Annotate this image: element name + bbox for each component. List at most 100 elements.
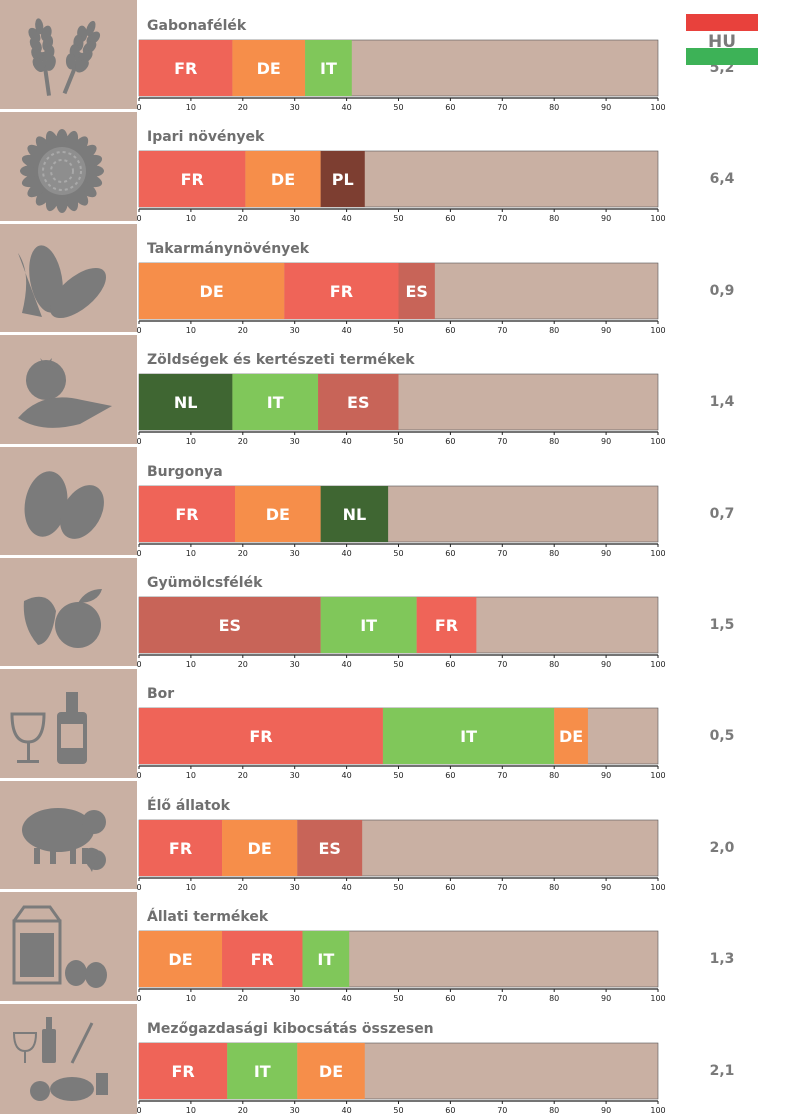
x-tick-label: 50 [393,883,403,892]
x-tick-label: 80 [549,437,559,446]
x-tick-label: 100 [650,214,665,223]
x-tick-label: 90 [601,437,611,446]
x-tick-label: 60 [445,660,455,669]
x-tick-label: 0 [136,660,141,669]
segment-label: PL [332,170,354,189]
x-tick-label: 60 [445,214,455,223]
bar-segment [139,931,223,987]
row-title: Takarmánynövények [147,241,310,257]
row-title: Állati termékek [147,908,269,925]
livestock-icon [22,808,106,872]
x-tick-label: 90 [601,103,611,112]
x-tick-label: 60 [445,883,455,892]
bar-segment [284,263,399,319]
hu-value: 1,5 [710,617,735,633]
segment-label: DE [168,950,192,969]
x-tick-label: 100 [650,437,665,446]
bar-segment [318,374,399,430]
segment-label: NL [343,505,367,524]
row-divider [0,889,137,892]
bar-segment [398,263,435,319]
segment-label: IT [317,950,334,969]
segment-label: DE [271,170,295,189]
row-divider [0,332,137,335]
flag-label: HU [708,32,736,52]
x-tick-label: 30 [290,326,300,335]
row-divider [0,221,137,224]
bar-segment [297,1043,365,1099]
x-tick-label: 50 [393,103,403,112]
x-tick-label: 20 [238,103,248,112]
bar-segment [139,263,285,319]
bar-segment [302,931,350,987]
x-tick-label: 80 [549,660,559,669]
segment-label: IT [254,1062,271,1081]
segment-label: DE [266,505,290,524]
x-tick-label: 40 [342,1106,352,1114]
bar-segment [139,708,383,764]
hu-value: 2,0 [710,840,735,856]
bar-segment [235,486,321,542]
row-divider [0,555,137,558]
x-tick-label: 40 [342,326,352,335]
x-tick-label: 10 [186,660,196,669]
bar-segment [139,151,246,207]
x-tick-label: 40 [342,660,352,669]
bar-segment [232,374,319,430]
chart-row: Gyümölcsfélék ES IT FR 0 10 20 30 40 50 60 70 80 90 10… [0,555,734,669]
x-tick-label: 90 [601,1106,611,1114]
x-tick-label: 100 [650,660,665,669]
row-title: Mezőgazdasági kibocsátás összesen [147,1021,434,1037]
bar-segment [227,1043,298,1099]
x-tick-label: 10 [186,326,196,335]
chart-row: Élő állatok FR DE ES 0 10 20 30 40 50 60 70 80 90 100 2… [0,778,735,892]
x-tick-label: 60 [445,326,455,335]
x-tick-label: 40 [342,103,352,112]
x-tick-label: 100 [650,994,665,1003]
vegetables-icon [18,358,112,428]
segment-label: NL [174,393,198,412]
segment-label: ES [219,616,241,635]
segment-label: ES [319,839,341,858]
x-tick-label: 90 [601,326,611,335]
chart-row: Mezőgazdasági kibocsátás összesen FR IT DE 0… [0,1001,734,1114]
x-tick-label: 60 [445,103,455,112]
bar-segment [320,486,389,542]
x-tick-label: 10 [186,437,196,446]
x-tick-label: 50 [393,326,403,335]
segment-label: FR [330,282,353,301]
x-tick-label: 20 [238,326,248,335]
x-tick-label: 40 [342,214,352,223]
x-tick-label: 30 [290,214,300,223]
x-tick-label: 70 [497,660,507,669]
x-tick-label: 30 [290,549,300,558]
bar-segment [139,820,223,876]
segment-label: DE [200,282,224,301]
x-tick-label: 60 [445,549,455,558]
x-tick-label: 10 [186,103,196,112]
hu-value: 0,5 [710,728,735,744]
x-tick-label: 0 [136,771,141,780]
segment-label: IT [320,59,337,78]
x-tick-label: 30 [290,103,300,112]
total-output-icon [12,1017,108,1101]
x-tick-label: 80 [549,994,559,1003]
row-title: Zöldségek és kertészeti termékek [147,352,415,368]
x-tick-label: 0 [136,1106,141,1114]
bar-segment [139,40,233,96]
x-tick-label: 100 [650,771,665,780]
x-tick-label: 60 [445,1106,455,1114]
x-tick-label: 0 [136,437,141,446]
x-tick-label: 70 [497,771,507,780]
x-tick-label: 100 [650,883,665,892]
segment-label: FR [175,505,198,524]
row-title: Gyümölcsfélék [147,575,263,591]
x-tick-label: 60 [445,771,455,780]
hu-value: 0,7 [710,506,735,522]
chart-row: Állati termékek DE FR IT 0 10 20 30 40 50 60 70 80 90… [0,889,734,1003]
x-tick-label: 50 [393,994,403,1003]
bar-segment [139,374,233,430]
x-tick-label: 30 [290,437,300,446]
x-tick-label: 60 [445,437,455,446]
flag-stripe-red [686,14,758,31]
